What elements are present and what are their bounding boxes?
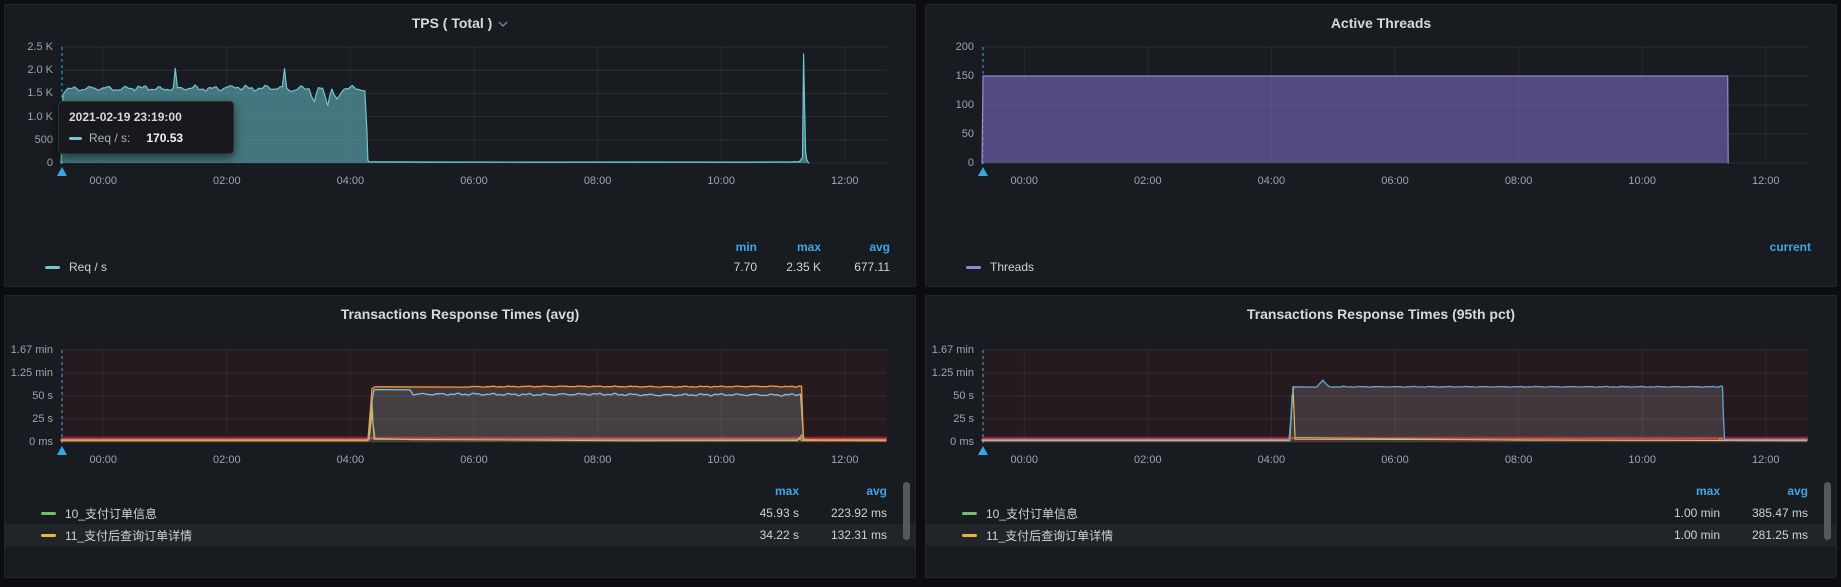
panel-title-tps[interactable]: TPS ( Total ) bbox=[5, 13, 915, 33]
legend-value-avg: 677.11 bbox=[854, 260, 890, 274]
tps-chart-area[interactable] bbox=[5, 5, 917, 288]
legend-value-avg: 281.25 ms bbox=[1751, 528, 1808, 542]
legend-value-max: 1.00 min bbox=[1673, 506, 1720, 520]
chart-tooltip: 2021-02-19 23:19:00 Req / s: 170.53 bbox=[58, 101, 234, 154]
legend-header-avg[interactable]: avg bbox=[869, 240, 890, 254]
panel-tps-total: TPS ( Total ) 0 500 1.0 K 1.5 K 2.0 K 2.5 K 00… bbox=[4, 4, 916, 287]
legend-pct95: max avg 10_支付订单信息 1.00 min 385.47 ms 11_… bbox=[926, 480, 1836, 546]
legend-value-avg: 385.47 ms bbox=[1751, 506, 1808, 520]
legend-row-req-s: Req / s 7.70 2.35 K 677.11 bbox=[5, 257, 915, 277]
legend-row-1: 10_支付订单信息 1.00 min 385.47 ms bbox=[926, 502, 1836, 524]
legend-scrollbar[interactable] bbox=[903, 482, 910, 540]
panel-active-threads: Active Threads 0 50 100 150 200 00:00 02:00 04:… bbox=[925, 4, 1837, 287]
legend-value-avg: 223.92 ms bbox=[830, 506, 887, 520]
panel-title-text: TPS ( Total ) bbox=[411, 15, 493, 31]
legend-series-toggle[interactable]: Req / s bbox=[45, 260, 693, 274]
legend-value-max: 2.35 K bbox=[786, 260, 821, 274]
series-color-dash bbox=[966, 265, 981, 269]
panel-response-times-95pct: Transactions Response Times (95th pct) 0… bbox=[925, 295, 1837, 578]
legend-series-label: 11_支付后查询订单详情 bbox=[986, 528, 1114, 543]
legend-tps: min max avg Req / s 7.70 2.35 K 677.11 bbox=[5, 237, 915, 277]
panel-title-threads[interactable]: Active Threads bbox=[926, 13, 1836, 33]
legend-header-current[interactable]: current bbox=[1769, 240, 1811, 254]
legend-value-min: 7.70 bbox=[733, 260, 757, 274]
legend-series-label: 10_支付订单信息 bbox=[65, 506, 158, 521]
legend-value-max: 34.22 s bbox=[759, 528, 799, 542]
legend-series-label: Threads bbox=[990, 260, 1035, 274]
legend-series-label: 11_支付后查询订单详情 bbox=[65, 528, 193, 543]
tooltip-series-dash bbox=[69, 136, 82, 140]
pct95-chart-area[interactable] bbox=[926, 296, 1838, 579]
legend-series-label: Req / s bbox=[69, 260, 108, 274]
panel-title-text: Transactions Response Times (avg) bbox=[340, 306, 580, 322]
legend-series-toggle[interactable]: 11_支付后查询订单详情 bbox=[41, 527, 711, 544]
legend-series-toggle[interactable]: Threads bbox=[966, 260, 1731, 274]
legend-header-max[interactable]: max bbox=[774, 484, 799, 498]
legend-scrollbar[interactable] bbox=[1824, 482, 1831, 540]
legend-header-max[interactable]: max bbox=[796, 240, 821, 254]
tooltip-series-label: Req / s: bbox=[89, 131, 131, 145]
panel-title-text: Transactions Response Times (95th pct) bbox=[1246, 306, 1516, 322]
legend-threads: current Threads bbox=[926, 237, 1836, 277]
series-color-dash bbox=[45, 265, 60, 269]
series-color-dash bbox=[962, 533, 977, 537]
threads-chart-area[interactable] bbox=[926, 5, 1838, 288]
panel-title-pct95[interactable]: Transactions Response Times (95th pct) bbox=[926, 304, 1836, 324]
legend-series-toggle[interactable]: 10_支付订单信息 bbox=[962, 505, 1632, 522]
legend-series-label: 10_支付订单信息 bbox=[986, 506, 1079, 521]
legend-value-max: 1.00 min bbox=[1673, 528, 1720, 542]
legend-header-avg[interactable]: avg bbox=[1787, 484, 1808, 498]
legend-header-min[interactable]: min bbox=[735, 240, 757, 254]
legend-series-toggle[interactable]: 10_支付订单信息 bbox=[41, 505, 711, 522]
panel-title-avg[interactable]: Transactions Response Times (avg) bbox=[5, 304, 915, 324]
legend-row-2: 11_支付后查询订单详情 34.22 s 132.31 ms bbox=[5, 524, 915, 546]
legend-series-toggle[interactable]: 11_支付后查询订单详情 bbox=[962, 527, 1632, 544]
series-color-dash bbox=[962, 511, 977, 515]
legend-value-avg: 132.31 ms bbox=[830, 528, 887, 542]
legend-header-max[interactable]: max bbox=[1695, 484, 1720, 498]
legend-row-threads: Threads bbox=[926, 257, 1836, 277]
legend-header-avg[interactable]: avg bbox=[866, 484, 887, 498]
avg-chart-area[interactable] bbox=[5, 296, 917, 579]
legend-row-2: 11_支付后查询订单详情 1.00 min 281.25 ms bbox=[926, 524, 1836, 546]
series-color-dash bbox=[41, 533, 56, 537]
panel-title-text: Active Threads bbox=[1330, 15, 1432, 31]
legend-row-1: 10_支付订单信息 45.93 s 223.92 ms bbox=[5, 502, 915, 524]
legend-value-max: 45.93 s bbox=[759, 506, 799, 520]
tooltip-value: 170.53 bbox=[146, 131, 184, 145]
tooltip-timestamp: 2021-02-19 23:19:00 bbox=[69, 110, 182, 124]
panel-response-times-avg: Transactions Response Times (avg) 0 ms 25… bbox=[4, 295, 916, 578]
legend-avg: max avg 10_支付订单信息 45.93 s 223.92 ms 11_支… bbox=[5, 480, 915, 546]
series-color-dash bbox=[41, 511, 56, 515]
chevron-down-icon[interactable] bbox=[498, 21, 508, 27]
